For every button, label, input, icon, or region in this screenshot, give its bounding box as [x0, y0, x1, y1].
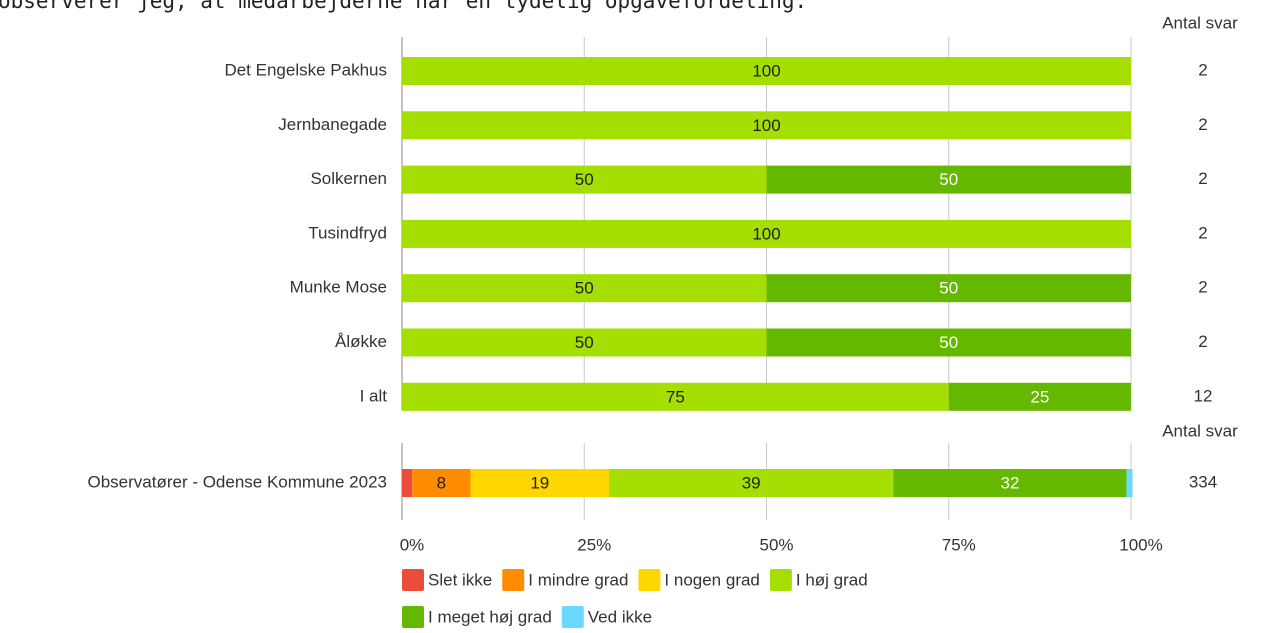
count-label: 2 [1198, 115, 1207, 134]
data-label: 75 [666, 387, 685, 406]
count-header: Antal svar [1162, 13, 1238, 32]
x-tick-label: 25% [577, 535, 611, 554]
category-label: Munke Mose [290, 278, 387, 297]
data-label: 100 [752, 116, 780, 135]
category-label: I alt [360, 386, 388, 405]
x-tick-label: 0% [400, 535, 425, 554]
count-header: Antal svar [1162, 421, 1238, 440]
legend-label: Slet ikke [428, 570, 492, 589]
data-label: 50 [575, 333, 594, 352]
bar-segment [766, 165, 1131, 194]
category-label: Åløkke [335, 332, 387, 351]
bar-segment [402, 219, 1131, 248]
data-label: 100 [752, 224, 780, 243]
bar-segment [402, 57, 1131, 85]
data-label: 50 [939, 279, 958, 298]
legend-swatch [561, 606, 584, 628]
category-label: Jernbanegade [278, 115, 387, 134]
data-label: 19 [530, 473, 549, 492]
bar-segment [402, 111, 1131, 140]
x-tick-label: 50% [759, 535, 793, 554]
data-label: 32 [1001, 473, 1020, 492]
data-label: 50 [575, 170, 594, 189]
count-label: 12 [1194, 386, 1213, 405]
data-label: 50 [939, 170, 958, 189]
legend-swatch [502, 569, 525, 591]
legend-swatch [402, 606, 424, 628]
data-label: 100 [752, 61, 780, 80]
count-label: 334 [1189, 472, 1217, 491]
count-label: 2 [1198, 60, 1207, 79]
count-label: 2 [1198, 332, 1207, 351]
legend-label: I høj grad [796, 570, 868, 589]
category-label: Observatører - Odense Kommune 2023 [87, 472, 387, 491]
bar-segment [412, 469, 471, 497]
data-label: 8 [437, 473, 446, 492]
category-label: Det Engelske Pakhus [224, 60, 387, 79]
chart-title: observerer jeg, at medarbejderne har en … [0, 0, 807, 13]
data-label: 50 [939, 333, 958, 352]
bar-segment [609, 469, 894, 497]
category-label: Tusindfryd [308, 223, 387, 242]
bar-segment [402, 165, 767, 194]
data-label: 25 [1030, 387, 1049, 406]
category-label: Solkernen [310, 169, 387, 188]
legend-swatch [402, 569, 424, 591]
bar-segment [470, 469, 610, 497]
legend-swatch [638, 569, 661, 591]
legend-swatch [769, 569, 792, 591]
legend-label: Ved ikke [588, 607, 652, 626]
legend-label: I nogen grad [664, 570, 759, 589]
data-label: 50 [575, 279, 594, 298]
bar-segment [1126, 469, 1133, 497]
bar-segment [402, 469, 413, 497]
bar-segment [402, 274, 767, 303]
bar-segment [766, 274, 1131, 303]
bar-segment [948, 382, 1131, 411]
bar-segment [766, 328, 1131, 357]
count-label: 2 [1198, 223, 1207, 242]
count-label: 2 [1198, 278, 1207, 297]
legend-label: I meget høj grad [428, 607, 552, 626]
x-tick-label: 75% [942, 535, 976, 554]
data-label: 39 [742, 473, 761, 492]
bar-segment [893, 469, 1127, 497]
bar-segment [402, 382, 949, 411]
bar-segment [402, 328, 767, 357]
count-label: 2 [1198, 169, 1207, 188]
legend-label: I mindre grad [528, 570, 628, 589]
x-tick-label: 100% [1119, 535, 1162, 554]
